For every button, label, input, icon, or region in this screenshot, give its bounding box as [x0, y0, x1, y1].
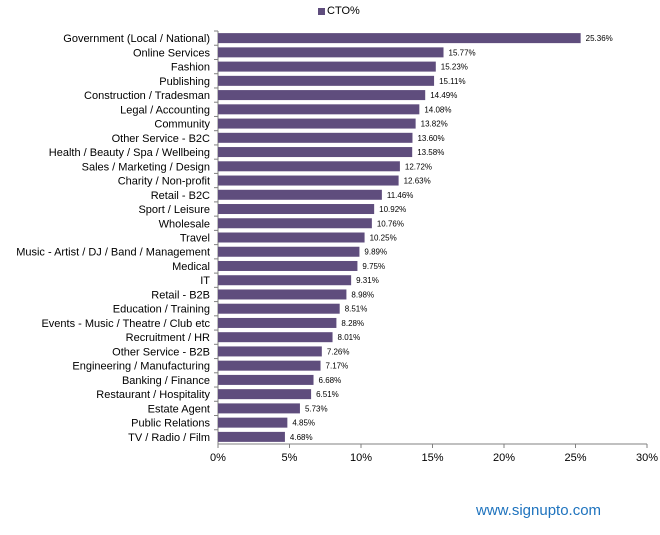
category-label: Recruitment / HR	[126, 332, 210, 344]
bar	[218, 346, 322, 357]
bar	[218, 61, 436, 72]
brand-url[interactable]: www.signupto.com	[476, 502, 602, 519]
data-label: 15.11%	[439, 77, 466, 86]
x-tick-label: 0%	[210, 452, 226, 464]
category-label: Legal / Accounting	[120, 104, 210, 116]
data-label: 11.46%	[387, 191, 414, 200]
data-label: 15.77%	[449, 48, 476, 57]
data-label: 25.36%	[586, 34, 613, 43]
bar	[218, 232, 365, 243]
data-label: 12.72%	[405, 162, 432, 171]
bar	[218, 147, 413, 158]
category-label: Banking / Finance	[122, 375, 210, 387]
bar	[218, 260, 358, 271]
bar	[218, 104, 420, 115]
bar	[218, 47, 444, 58]
bar	[218, 431, 285, 442]
bar	[218, 246, 360, 257]
category-label: Music - Artist / DJ / Band / Management	[16, 247, 210, 259]
data-label: 10.92%	[379, 205, 406, 214]
data-label: 4.85%	[292, 419, 315, 428]
data-label: 7.17%	[326, 362, 349, 371]
data-label: 14.49%	[430, 91, 457, 100]
category-label: Wholesale	[159, 218, 210, 230]
bar	[218, 360, 321, 371]
data-label: 7.26%	[327, 347, 350, 356]
x-tick-label: 15%	[421, 452, 443, 464]
category-label: IT	[200, 275, 210, 287]
data-label: 15.23%	[441, 63, 468, 72]
bar	[218, 289, 347, 300]
category-label: Restaurant / Hospitality	[96, 389, 210, 401]
data-label: 8.01%	[338, 333, 361, 342]
bar	[218, 332, 333, 343]
bar	[218, 90, 426, 101]
category-label: Engineering / Manufacturing	[72, 361, 210, 373]
data-label: 13.82%	[421, 120, 448, 129]
category-label: Other Service - B2B	[112, 346, 210, 358]
bar	[218, 204, 375, 215]
x-tick-label: 25%	[564, 452, 586, 464]
category-label: TV / Radio / Film	[128, 432, 210, 444]
bar	[218, 189, 382, 200]
data-label: 10.76%	[377, 219, 404, 228]
bar	[218, 161, 400, 172]
bar	[218, 303, 340, 314]
data-label: 6.68%	[319, 376, 342, 385]
bar	[218, 218, 372, 229]
category-label: Events - Music / Theatre / Club etc	[41, 318, 210, 330]
data-label: 10.25%	[370, 234, 397, 243]
data-label: 8.98%	[351, 290, 374, 299]
category-label: Medical	[172, 261, 210, 273]
category-label: Government (Local / National)	[63, 33, 210, 45]
data-label: 9.75%	[362, 262, 385, 271]
bar	[218, 132, 413, 143]
category-label: Online Services	[133, 47, 211, 59]
x-tick-label: 20%	[493, 452, 515, 464]
bar	[218, 403, 300, 414]
x-tick-label: 10%	[350, 452, 372, 464]
category-label: Travel	[180, 233, 210, 245]
data-label: 6.51%	[316, 390, 339, 399]
category-label: Education / Training	[113, 304, 210, 316]
legend-swatch	[318, 7, 325, 15]
category-label: Construction / Tradesman	[84, 90, 210, 102]
data-label: 13.60%	[417, 134, 444, 143]
bar	[218, 317, 337, 328]
data-label: 9.31%	[356, 276, 379, 285]
x-tick-label: 5%	[282, 452, 298, 464]
category-label: Fashion	[171, 62, 210, 74]
category-label: Charity / Non-profit	[118, 176, 210, 188]
category-label: Retail - B2C	[151, 190, 210, 202]
category-label: Community	[154, 119, 210, 131]
data-label: 9.89%	[364, 248, 387, 257]
bar	[218, 374, 314, 385]
bar	[218, 389, 312, 400]
category-label: Publishing	[159, 76, 210, 88]
legend-label: CTO%	[327, 5, 360, 17]
bar	[218, 175, 399, 186]
data-label: 13.58%	[417, 148, 444, 157]
data-label: 8.51%	[345, 305, 368, 314]
chart-legend: CTO%	[318, 5, 360, 17]
category-label: Other Service - B2C	[112, 133, 210, 145]
bar	[218, 417, 288, 428]
bar	[218, 118, 416, 129]
category-label: Public Relations	[131, 418, 210, 430]
bar	[218, 75, 435, 86]
category-label: Retail - B2B	[151, 289, 210, 301]
bar	[218, 33, 581, 44]
category-label: Sport / Leisure	[138, 204, 210, 216]
data-label: 8.28%	[341, 319, 364, 328]
bar	[218, 275, 352, 286]
data-label: 12.63%	[404, 177, 431, 186]
category-label: Health / Beauty / Spa / Wellbeing	[49, 147, 210, 159]
x-tick-label: 30%	[636, 452, 658, 464]
data-label: 14.08%	[424, 105, 451, 114]
category-label: Estate Agent	[148, 403, 210, 415]
data-label: 5.73%	[305, 404, 328, 413]
category-label: Sales / Marketing / Design	[82, 161, 210, 173]
data-label: 4.68%	[290, 433, 313, 442]
